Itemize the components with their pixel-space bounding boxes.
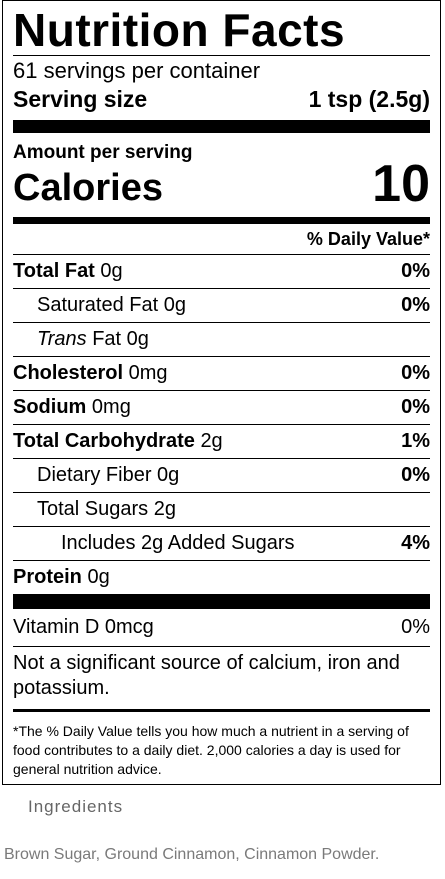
nutrient-name: Total Carbohydrate: [13, 430, 195, 452]
vitamin-d-row: Vitamin D 0mcg 0%: [13, 609, 430, 647]
nutrient-row-total-fat: Total Fat 0g 0%: [13, 254, 430, 288]
servings-per-container: 61 servings per container: [13, 58, 261, 83]
nutrient-percent: 0%: [401, 362, 430, 384]
nutrient-row-saturated-fat: Saturated Fat 0g 0%: [13, 288, 430, 322]
serving-size-value: 1 tsp (2.5g): [308, 86, 430, 112]
nutrient-row-added-sugars: Includes 2g Added Sugars 4%: [13, 526, 430, 560]
nutrient-row-cholesterol: Cholesterol 0mg 0%: [13, 356, 430, 390]
nutrient-amount: 2g: [153, 498, 176, 520]
daily-value-footnote: *The % Daily Value tells you how much a …: [13, 709, 430, 779]
thick-divider: [13, 120, 430, 133]
nutrient-amount: 0mg: [128, 362, 168, 384]
nutrient-amount: 0g: [100, 260, 123, 282]
significance-note: Not a significant source of calcium, iro…: [13, 652, 400, 699]
vitamin-amount: 0mcg: [104, 616, 154, 638]
calories-value: 10: [372, 155, 430, 213]
nutrient-amount: 2g: [200, 430, 223, 452]
nutrient-percent: 0%: [401, 294, 430, 316]
nutrient-row-protein: Protein 0g: [13, 560, 430, 594]
nutrient-percent: 4%: [401, 532, 430, 554]
nutrition-facts-label: Nutrition Facts 61 servings per containe…: [2, 0, 441, 785]
calories-row: Calories 10: [13, 158, 430, 210]
amount-per-serving: Amount per serving: [13, 142, 193, 163]
serving-size-row: Serving size 1 tsp (2.5g): [13, 86, 430, 114]
nutrient-row-dietary-fiber: Dietary Fiber 0g 0%: [13, 458, 430, 492]
nutrient-row-total-carbohydrate: Total Carbohydrate 2g 1%: [13, 424, 430, 458]
vitamin-name: Vitamin D: [13, 616, 100, 638]
nutrient-name: Dietary Fiber: [37, 464, 152, 486]
nutrient-percent: 1%: [401, 430, 430, 452]
nutrient-name-rest: Fat: [92, 328, 122, 350]
nutrient-name: Cholesterol: [13, 362, 124, 384]
ingredients-text: Brown Sugar, Ground Cinnamon, Cinnamon P…: [4, 846, 380, 863]
nutrient-name: Total Sugars: [37, 498, 149, 520]
nutrient-amount: 0mg: [91, 396, 131, 418]
nutrient-row-total-sugars: Total Sugars 2g: [13, 492, 430, 526]
vitamin-percent: 0%: [401, 616, 430, 638]
nutrient-percent: 0%: [401, 464, 430, 486]
thick-divider: [13, 594, 430, 609]
calories-label: Calories: [13, 167, 163, 209]
nutrient-percent: 0%: [401, 260, 430, 282]
serving-size-label: Serving size: [13, 86, 148, 112]
nutrient-name: Sodium: [13, 396, 87, 418]
nutrient-name: Includes 2g Added Sugars: [61, 532, 295, 554]
nutrient-percent: 0%: [401, 396, 430, 418]
nutrient-row-trans-fat: Trans Fat 0g: [13, 322, 430, 356]
nutrient-name: Total Fat: [13, 260, 95, 282]
medium-divider: [13, 217, 430, 224]
nutrient-name: Saturated Fat: [37, 294, 159, 316]
nutrient-name: Trans: [37, 328, 87, 350]
nutrient-amount: 0g: [157, 464, 180, 486]
nutrient-row-sodium: Sodium 0mg 0%: [13, 390, 430, 424]
nutrient-amount: 0g: [163, 294, 186, 316]
label-title: Nutrition Facts: [13, 4, 346, 56]
nutrient-name: Protein: [13, 566, 82, 588]
divider: [13, 55, 430, 56]
daily-value-header: % Daily Value*: [306, 229, 430, 249]
ingredients-title: Ingredients: [28, 797, 124, 816]
nutrient-amount: 0g: [87, 566, 110, 588]
nutrient-amount: 0g: [126, 328, 149, 350]
